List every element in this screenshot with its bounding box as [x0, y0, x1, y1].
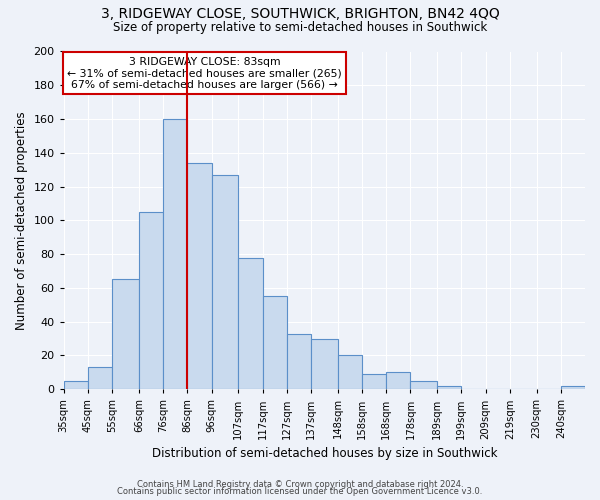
Text: 3, RIDGEWAY CLOSE, SOUTHWICK, BRIGHTON, BN42 4QQ: 3, RIDGEWAY CLOSE, SOUTHWICK, BRIGHTON, …: [101, 8, 499, 22]
Y-axis label: Number of semi-detached properties: Number of semi-detached properties: [15, 111, 28, 330]
Text: Contains HM Land Registry data © Crown copyright and database right 2024.: Contains HM Land Registry data © Crown c…: [137, 480, 463, 489]
Bar: [163, 119, 187, 390]
Text: Size of property relative to semi-detached houses in Southwick: Size of property relative to semi-detach…: [113, 21, 487, 34]
Bar: [561, 386, 585, 390]
Bar: [187, 163, 212, 390]
Bar: [311, 338, 338, 390]
Bar: [263, 296, 287, 390]
Bar: [88, 368, 112, 390]
X-axis label: Distribution of semi-detached houses by size in Southwick: Distribution of semi-detached houses by …: [152, 447, 497, 460]
Bar: [410, 381, 437, 390]
Text: Contains public sector information licensed under the Open Government Licence v3: Contains public sector information licen…: [118, 487, 482, 496]
Text: 3 RIDGEWAY CLOSE: 83sqm
← 31% of semi-detached houses are smaller (265)
67% of s: 3 RIDGEWAY CLOSE: 83sqm ← 31% of semi-de…: [67, 56, 342, 90]
Bar: [212, 175, 238, 390]
Bar: [238, 258, 263, 390]
Bar: [386, 372, 410, 390]
Bar: [338, 356, 362, 390]
Bar: [112, 280, 139, 390]
Bar: [437, 386, 461, 390]
Bar: [362, 374, 386, 390]
Bar: [287, 334, 311, 390]
Bar: [139, 212, 163, 390]
Bar: [64, 381, 88, 390]
